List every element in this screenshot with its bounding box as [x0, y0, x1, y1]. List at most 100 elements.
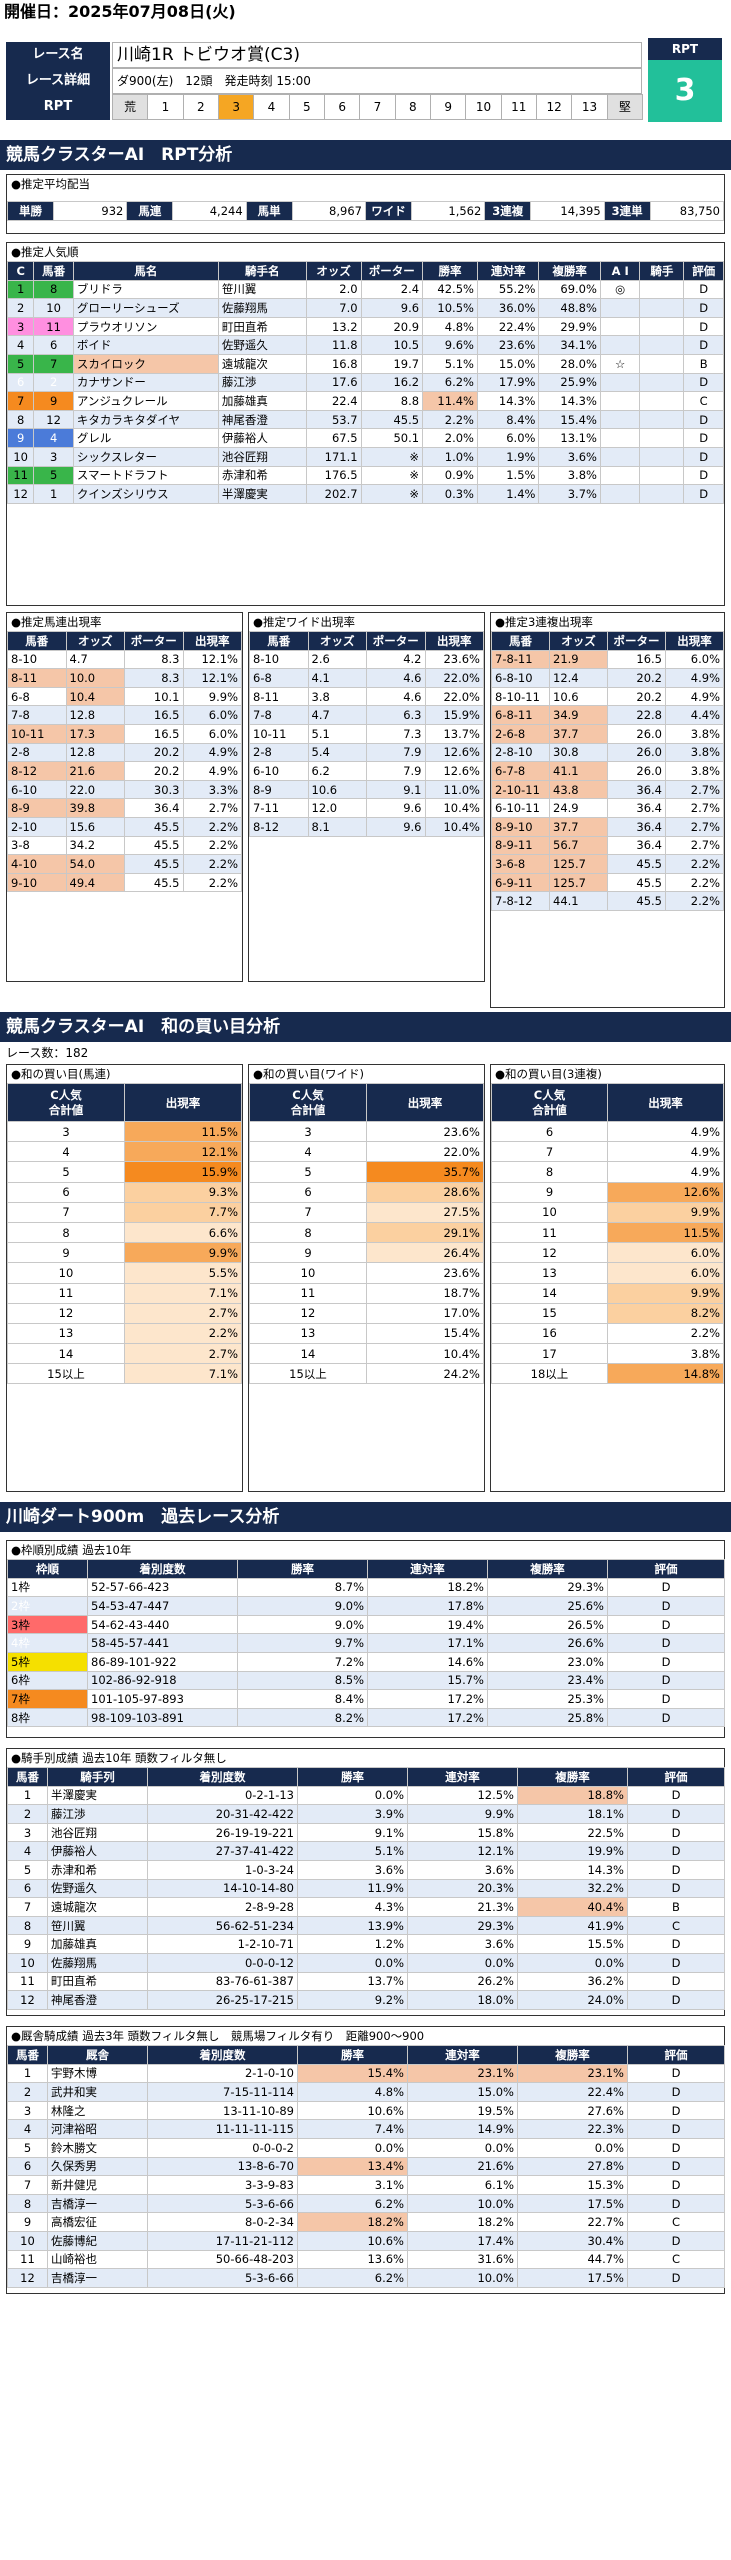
jockey-cell: 18.0%	[407, 1990, 518, 2010]
rpt-scale-cell: 2	[182, 94, 219, 120]
waku-cell: 23.4%	[487, 1670, 608, 1691]
waku-cell: 8枠	[7, 1707, 88, 1728]
pop-cell: 神尾香澄	[217, 409, 307, 430]
umaren-cell: 10-11	[7, 723, 67, 744]
pop-cell: 池谷匠翔	[217, 446, 307, 467]
sanren-cell: 26.0	[607, 742, 666, 763]
pop-row: 1 8 ブリドラ 笹川翼 2.0 2.4 42.5% 55.2% 69.0% ◎ D	[6, 279, 724, 300]
umaren-cell: 9-10	[7, 872, 67, 893]
trainer-row: 11 山崎裕也 50-66-48-203 13.6% 31.6% 44.7% C	[7, 2249, 725, 2270]
pop-cell: 1.0%	[422, 446, 478, 467]
sum_sanren-row: 15 8.2%	[491, 1302, 724, 1324]
pop-cell: 6	[6, 372, 35, 393]
popularity-table: C 馬番 馬名 騎手名 オッズ ポーター 勝率 連対率 複勝率 A I 騎手 評価 1 8 ブリドラ 笹川翼 2…	[6, 261, 724, 504]
trainer-col-header: 勝率	[297, 2045, 408, 2065]
trainer-cell: 0-0-0-2	[147, 2137, 298, 2158]
sum_umaren-sum: 3	[7, 1120, 125, 1143]
sum_umaren-rate: 6.6%	[124, 1221, 242, 1244]
pop-cell: 53.7	[305, 409, 362, 430]
jockey-cell: D	[627, 1841, 725, 1861]
jockey-cell: 12	[7, 1990, 48, 2010]
wide-row: 6-10 6.2 7.9 12.6%	[249, 761, 484, 781]
trainer-cell: 吉橋淳一	[47, 2193, 148, 2214]
pop-row: 7 9 アンジュクレール 加藤雄真 22.4 8.8 11.4% 14.3% 14.3% C	[6, 391, 724, 411]
jockey-cell: 1-2-10-71	[147, 1934, 298, 1954]
sum_wide-rate: 23.6%	[366, 1120, 484, 1143]
pop-cell: 3.6%	[538, 446, 601, 467]
trainer-cell: C	[627, 2249, 725, 2270]
waku-row: 3枠 54-62-43-440 9.0% 19.4% 26.5% D	[7, 1614, 725, 1635]
pop-cell: 8.4%	[476, 409, 540, 430]
pop-cell: D	[683, 335, 724, 355]
waku-cell: 7.2%	[237, 1651, 368, 1672]
payout-value: 1,562	[410, 201, 486, 221]
wide-row: 8-10 2.6 4.2 23.6%	[249, 649, 484, 670]
trainer-cell: 15.4%	[297, 2063, 408, 2084]
pop-cell: クインズシリウス	[72, 484, 219, 504]
pop-cell: 3	[33, 446, 74, 467]
pop-cell: ボイド	[72, 335, 219, 355]
jockey-cell: 9	[7, 1934, 48, 1954]
pop-row: 6 2 カナサンドー 藤江渉 17.6 16.2 6.2% 17.9% 25.9% D	[6, 372, 724, 393]
pop-cell: 34.1%	[538, 335, 601, 355]
jockey-col-header: 着別度数	[147, 1767, 298, 1787]
wide-cell: 8-9	[249, 779, 309, 800]
wide-cell: 6-10	[249, 761, 309, 781]
rpt-scale-cell: 6	[324, 94, 361, 120]
sanren-row: 6-8-11 34.9 22.8 4.4%	[491, 705, 724, 725]
col-c-pop: C人気	[50, 1087, 82, 1102]
wide-cell: 7-8	[249, 705, 309, 725]
sum_umaren-sum: 13	[7, 1322, 125, 1345]
umaren-cell: 16.5	[124, 723, 184, 744]
waku-row: 2枠 54-53-47-447 9.0% 17.8% 25.6% D	[7, 1596, 725, 1616]
jockey-row: 2 藤江渉 20-31-42-422 3.9% 9.9% 18.1% D	[7, 1804, 725, 1824]
umaren-cell: 17.3	[65, 723, 125, 744]
jockey-cell: C	[627, 1915, 725, 1936]
waku-cell: 101-105-97-893	[87, 1689, 238, 1709]
sanren-row: 8-9-10 37.7 36.4 2.7%	[491, 816, 724, 837]
umaren-row: 10-11 17.3 16.5 6.0%	[7, 723, 242, 744]
trainer-cell: 19.5%	[407, 2100, 518, 2121]
sum_wide-rate: 23.6%	[366, 1262, 484, 1284]
wide-cell: 10.6	[307, 779, 367, 800]
umaren-row: 8-9 39.8 36.4 2.7%	[7, 798, 242, 818]
sum_umaren-sum: 8	[7, 1221, 125, 1244]
waku-row: 6枠 102-86-92-918 8.5% 15.7% 23.4% D	[7, 1670, 725, 1691]
trainer-cell: 武井和実	[47, 2082, 148, 2102]
sanren-cell: 6-8-11	[491, 705, 550, 725]
sum-umaren-table: C人気 合計値 出現率 3 11.5% 4 12.1% 5 15.9% 6 9.3% 7 7.7% 8 6.…	[7, 1083, 242, 1385]
jockey-cell: 0-2-1-13	[147, 1785, 298, 1806]
trainer-cell: 23.1%	[517, 2063, 628, 2084]
sanren-cell: 6-10-11	[491, 798, 550, 818]
jockey-cell: 6	[7, 1878, 48, 1899]
sum_umaren-row: 5 15.9%	[7, 1161, 242, 1183]
trainer-cell: 17.4%	[407, 2230, 518, 2251]
sum_umaren-row: 13 2.2%	[7, 1322, 242, 1345]
umaren-cell: 36.4	[124, 798, 184, 818]
pop-cell: キタカラキタダイヤ	[72, 409, 219, 430]
payout-value: 4,244	[172, 201, 247, 221]
waku-title: ●枠順別成績 過去10年	[11, 1543, 132, 1557]
waku-cell: 17.2%	[367, 1689, 488, 1709]
pop-cell: 5	[6, 353, 35, 374]
pop-cell: スカイロック	[72, 353, 219, 374]
pop-cell: 1	[33, 484, 74, 504]
wide-row: 7-8 4.7 6.3 15.9%	[249, 705, 484, 725]
rpt-scale-cell: 5	[288, 94, 325, 120]
jockey-cell: 藤江渉	[47, 1804, 148, 1824]
sum_umaren-row: 7 7.7%	[7, 1201, 242, 1223]
sum_sanren-sum: 14	[491, 1282, 608, 1304]
trainer-row: 3 林隆之 13-11-10-89 10.6% 19.5% 27.6% D	[7, 2100, 725, 2121]
sanren-cell: 2-6-8	[491, 723, 550, 744]
umaren-cell: 12.1%	[182, 649, 242, 670]
sum-wide-table: C人気 合計値 出現率 3 23.6% 4 22.0% 5 35.7% 6 28.6% 7 27.5% 8…	[249, 1083, 484, 1385]
jockey-cell: 3.6%	[407, 1934, 518, 1954]
trainer-table: 馬番 厩舎 着別度数 勝率 連対率 複勝率 評価 1 宇野木博 2-1-0-10 15.4% 23.1…	[7, 2045, 725, 2288]
waku-cell: 8.7%	[237, 1577, 368, 1598]
trainer-cell: 2-1-0-10	[147, 2063, 298, 2084]
pop-cell: 赤津和希	[217, 465, 307, 486]
umaren-cell: 3.3%	[182, 779, 242, 800]
jockey-cell: 0-0-0-12	[147, 1952, 298, 1973]
trainer-cell: 15.3%	[517, 2175, 628, 2195]
sanren-cell: 30.8	[549, 742, 608, 763]
